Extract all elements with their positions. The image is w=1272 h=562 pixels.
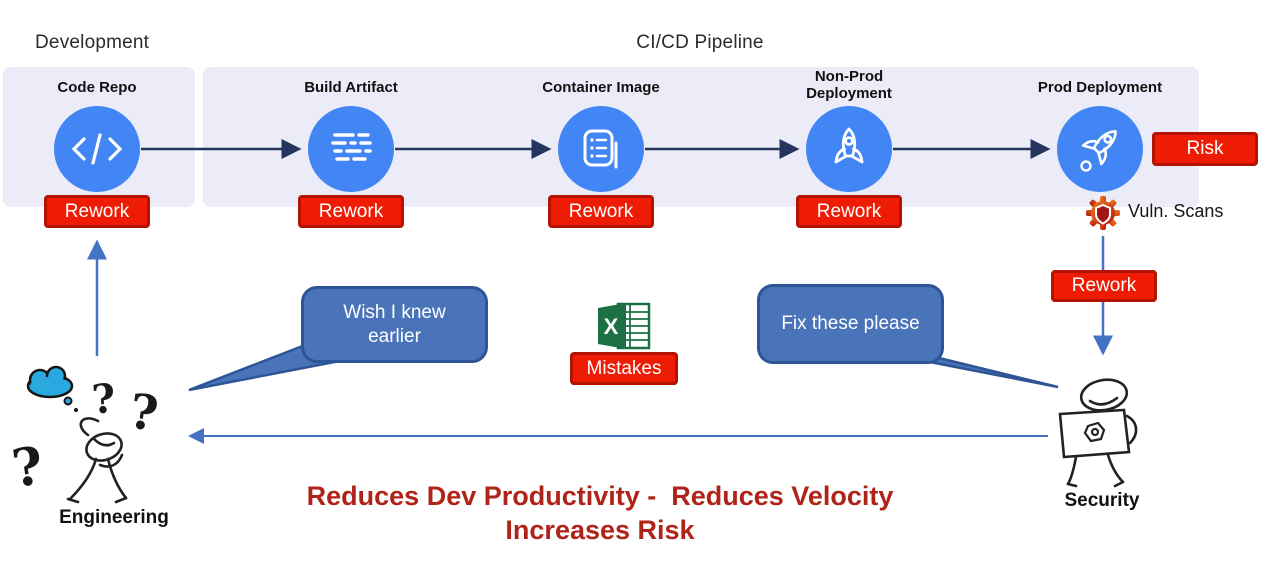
- security-persona-label: Security: [1064, 490, 1140, 511]
- security-figure: [1058, 378, 1138, 488]
- container-doc-icon: [583, 129, 618, 169]
- build-lines-icon: [331, 133, 372, 161]
- stage-label-nonprod-deployment: Non-Prod Deployment: [806, 68, 892, 102]
- security-bubble-text: Fix these please: [781, 313, 920, 334]
- engineering-persona-label: Engineering: [59, 507, 169, 528]
- svg-text:X: X: [604, 314, 619, 339]
- stage-circle-container-image: [558, 106, 644, 192]
- svg-text:?: ?: [126, 383, 162, 442]
- vuln-scan-gear-icon: [1086, 196, 1120, 230]
- stage-circle-build-artifact: [308, 106, 394, 192]
- footer-impact-line1: Reduces Dev Productivity - Reduces Veloc…: [306, 481, 894, 511]
- stage-circle-nonprod-deployment: [806, 106, 892, 192]
- risk-badge: Risk: [1152, 132, 1258, 166]
- footer-impact-line2: Increases Risk: [505, 515, 695, 545]
- vuln-scans-label: Vuln. Scans: [1128, 201, 1224, 221]
- stage-circle-prod-deployment: [1057, 106, 1143, 192]
- svg-text:?: ?: [8, 435, 47, 500]
- mistakes-badge: Mistakes: [570, 352, 678, 385]
- svg-text:?: ?: [90, 375, 117, 424]
- engineering-confused-figure: ? ? ?: [8, 365, 161, 504]
- rework-badge-container-image: Rework: [548, 195, 654, 228]
- stage-label-prod-deployment: Prod Deployment: [1037, 79, 1163, 96]
- question-marks: ? ? ?: [8, 375, 161, 500]
- stage-label-code-repo: Code Repo: [57, 79, 137, 96]
- stage-label-container-image: Container Image: [542, 79, 660, 96]
- engineering-bubble-text: Wish I knew earlier: [343, 301, 446, 347]
- badge-shield-icon: [1083, 421, 1106, 443]
- cicd-section-header: CI/CD Pipeline: [636, 32, 764, 53]
- security-speech-bubble: Fix these please: [757, 284, 944, 364]
- rework-badge-build-artifact: Rework: [298, 195, 404, 228]
- rework-badge-security: Rework: [1051, 270, 1157, 302]
- stage-circle-code-repo: [54, 106, 140, 192]
- rocket-icon: [834, 127, 864, 164]
- stage-label-build-artifact: Build Artifact: [304, 79, 398, 96]
- rocket-launch-icon: [1080, 130, 1117, 172]
- development-section-header: Development: [35, 32, 150, 53]
- engineering-speech-bubble: Wish I knew earlier: [301, 286, 488, 363]
- code-icon: [71, 133, 123, 165]
- thought-cloud-icon: [26, 365, 78, 412]
- excel-spreadsheet-icon: X: [598, 302, 651, 350]
- rework-badge-nonprod-deployment: Rework: [796, 195, 902, 228]
- rework-badge-code-repo: Rework: [44, 195, 150, 228]
